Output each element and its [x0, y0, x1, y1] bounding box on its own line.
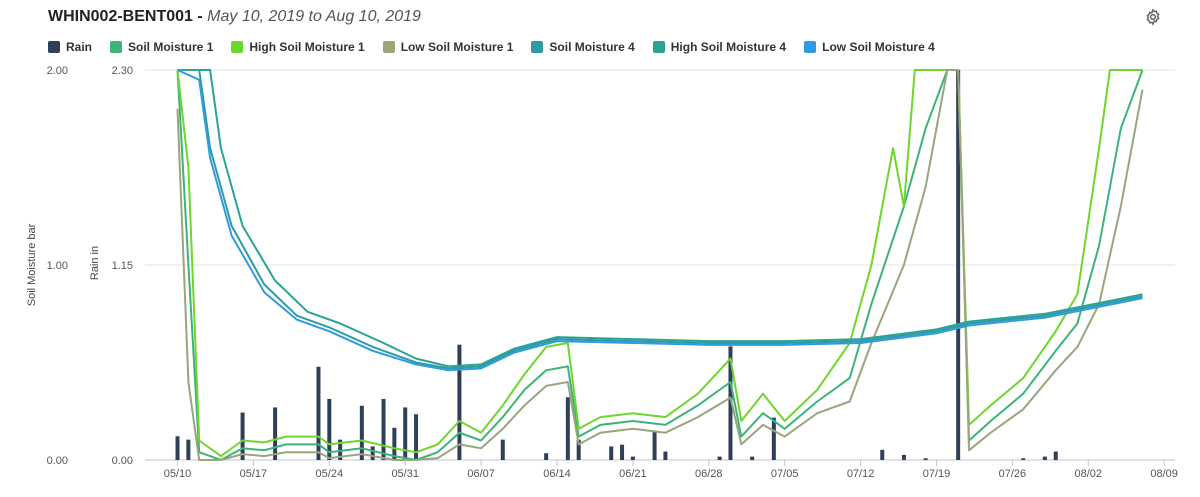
legend-label: Soil Moisture 4	[549, 40, 635, 54]
y-right-tick-label: 1.15	[112, 260, 133, 272]
rain-bar	[544, 453, 549, 460]
rain-bar	[316, 366, 321, 460]
rain-bars	[175, 70, 1058, 460]
x-tick-label: 08/02	[1074, 468, 1102, 480]
legend-label: Rain	[66, 40, 93, 54]
title-separator: -	[192, 8, 208, 25]
rain-bar	[240, 412, 245, 460]
x-tick-label: 06/21	[619, 468, 647, 480]
legend-swatch	[382, 41, 395, 53]
x-tick-label: 05/24	[316, 468, 344, 480]
date-range: May 10, 2019 to Aug 10, 2019	[207, 8, 421, 25]
legend-item-soil-moisture-4[interactable]: Soil Moisture 4	[531, 40, 635, 54]
rain-bar	[923, 458, 928, 460]
y-left-tick-label: 2.00	[47, 65, 68, 77]
rain-bar	[663, 451, 668, 460]
rain-bar	[1021, 458, 1026, 460]
legend-swatch	[531, 41, 544, 53]
series-line-soil-moisture-4	[177, 69, 1143, 370]
legend-item-low-soil-moisture-4[interactable]: Low Soil Moisture 4	[804, 40, 935, 54]
rain-bar	[273, 407, 278, 460]
x-tick-label: 05/17	[240, 468, 268, 480]
rain-bar	[880, 449, 885, 460]
rain-bar	[370, 446, 375, 460]
y-right-tick-label: 2.30	[112, 65, 133, 77]
legend-item-high-soil-moisture-4[interactable]: High Soil Moisture 4	[652, 40, 787, 54]
rain-bar	[717, 456, 722, 460]
rain-bar	[186, 439, 191, 460]
rain-bar	[576, 439, 581, 460]
rain-bar	[457, 344, 462, 460]
series-line-low-soil-moisture-4	[177, 69, 1143, 372]
rain-bar	[728, 346, 733, 460]
axes: 2.00 2.30 1.00 1.15 0.00 0.00 05/10 05/17 05/24 0…	[47, 65, 1178, 480]
rain-bar	[565, 397, 570, 460]
x-tick-label: 05/10	[164, 468, 192, 480]
rain-bar	[652, 431, 657, 460]
series-lines	[176, 69, 1144, 461]
legend-item-low-soil-moisture-1[interactable]: Low Soil Moisture 1	[382, 40, 514, 54]
x-tick-label: 07/12	[847, 468, 875, 480]
legend-label: Low Soil Moisture 1	[400, 40, 514, 54]
y-left-axis-title: Soil Moisture bar	[26, 223, 38, 306]
x-tick-label: 06/28	[695, 468, 723, 480]
rain-bar	[630, 456, 635, 460]
legend-label: High Soil Moisture 1	[249, 40, 365, 54]
legend: Rain Soil Moisture 1 High Soil Moisture …	[48, 38, 953, 56]
y-left-tick-label: 1.00	[47, 260, 68, 272]
x-tick-label: 06/14	[543, 468, 571, 480]
legend-item-high-soil-moisture-1[interactable]: High Soil Moisture 1	[231, 40, 365, 54]
station-title: WHIN002-BENT001	[48, 8, 193, 25]
rain-bar	[414, 414, 419, 460]
rain-bar	[620, 444, 625, 460]
rain-bar	[327, 398, 332, 460]
legend-label: Low Soil Moisture 4	[822, 40, 935, 54]
rain-bar	[901, 454, 906, 460]
rain-bar	[392, 427, 397, 460]
legend-swatch	[48, 41, 60, 53]
rain-bar	[381, 398, 386, 460]
rain-bar	[403, 407, 408, 460]
rain-bar	[771, 417, 776, 460]
rain-bar	[1042, 456, 1047, 460]
rain-bar	[609, 446, 614, 460]
y-right-tick-label: 0.00	[112, 455, 133, 467]
grid	[145, 69, 1175, 461]
rain-bar	[956, 70, 961, 460]
legend-item-soil-moisture-1[interactable]: Soil Moisture 1	[110, 40, 213, 54]
legend-label: Soil Moisture 1	[128, 40, 214, 54]
x-tick-label: 07/05	[771, 468, 799, 480]
rain-bar	[750, 456, 755, 460]
x-tick-label: 07/19	[923, 468, 951, 480]
legend-item-rain[interactable]: Rain	[48, 40, 92, 54]
legend-swatch	[110, 41, 123, 53]
series-line-high-soil-moisture-1	[176, 69, 1143, 458]
rain-bar	[359, 405, 364, 460]
series-line-high-soil-moisture-4	[177, 69, 1143, 368]
x-tick-label: 06/07	[467, 468, 495, 480]
x-tick-label: 07/26	[999, 468, 1027, 480]
legend-swatch	[804, 41, 817, 53]
legend-label: High Soil Moisture 4	[670, 40, 787, 54]
x-tick-label: 08/09	[1150, 468, 1178, 480]
legend-swatch	[231, 41, 244, 53]
legend-swatch	[652, 41, 665, 53]
rain-bar	[175, 436, 180, 460]
gear-icon[interactable]	[1144, 8, 1162, 26]
rain-bar	[500, 439, 505, 460]
x-tick-label: 05/31	[391, 468, 419, 480]
rain-bar	[1053, 451, 1058, 460]
rain-bar	[338, 439, 343, 460]
y-left-tick-label: 0.00	[47, 455, 68, 467]
chart-header: WHIN002-BENT001 - May 10, 2019 to Aug 10…	[48, 8, 421, 32]
y-right-axis-title: Rain in	[89, 246, 101, 280]
series-line-low-soil-moisture-1	[176, 69, 1144, 461]
